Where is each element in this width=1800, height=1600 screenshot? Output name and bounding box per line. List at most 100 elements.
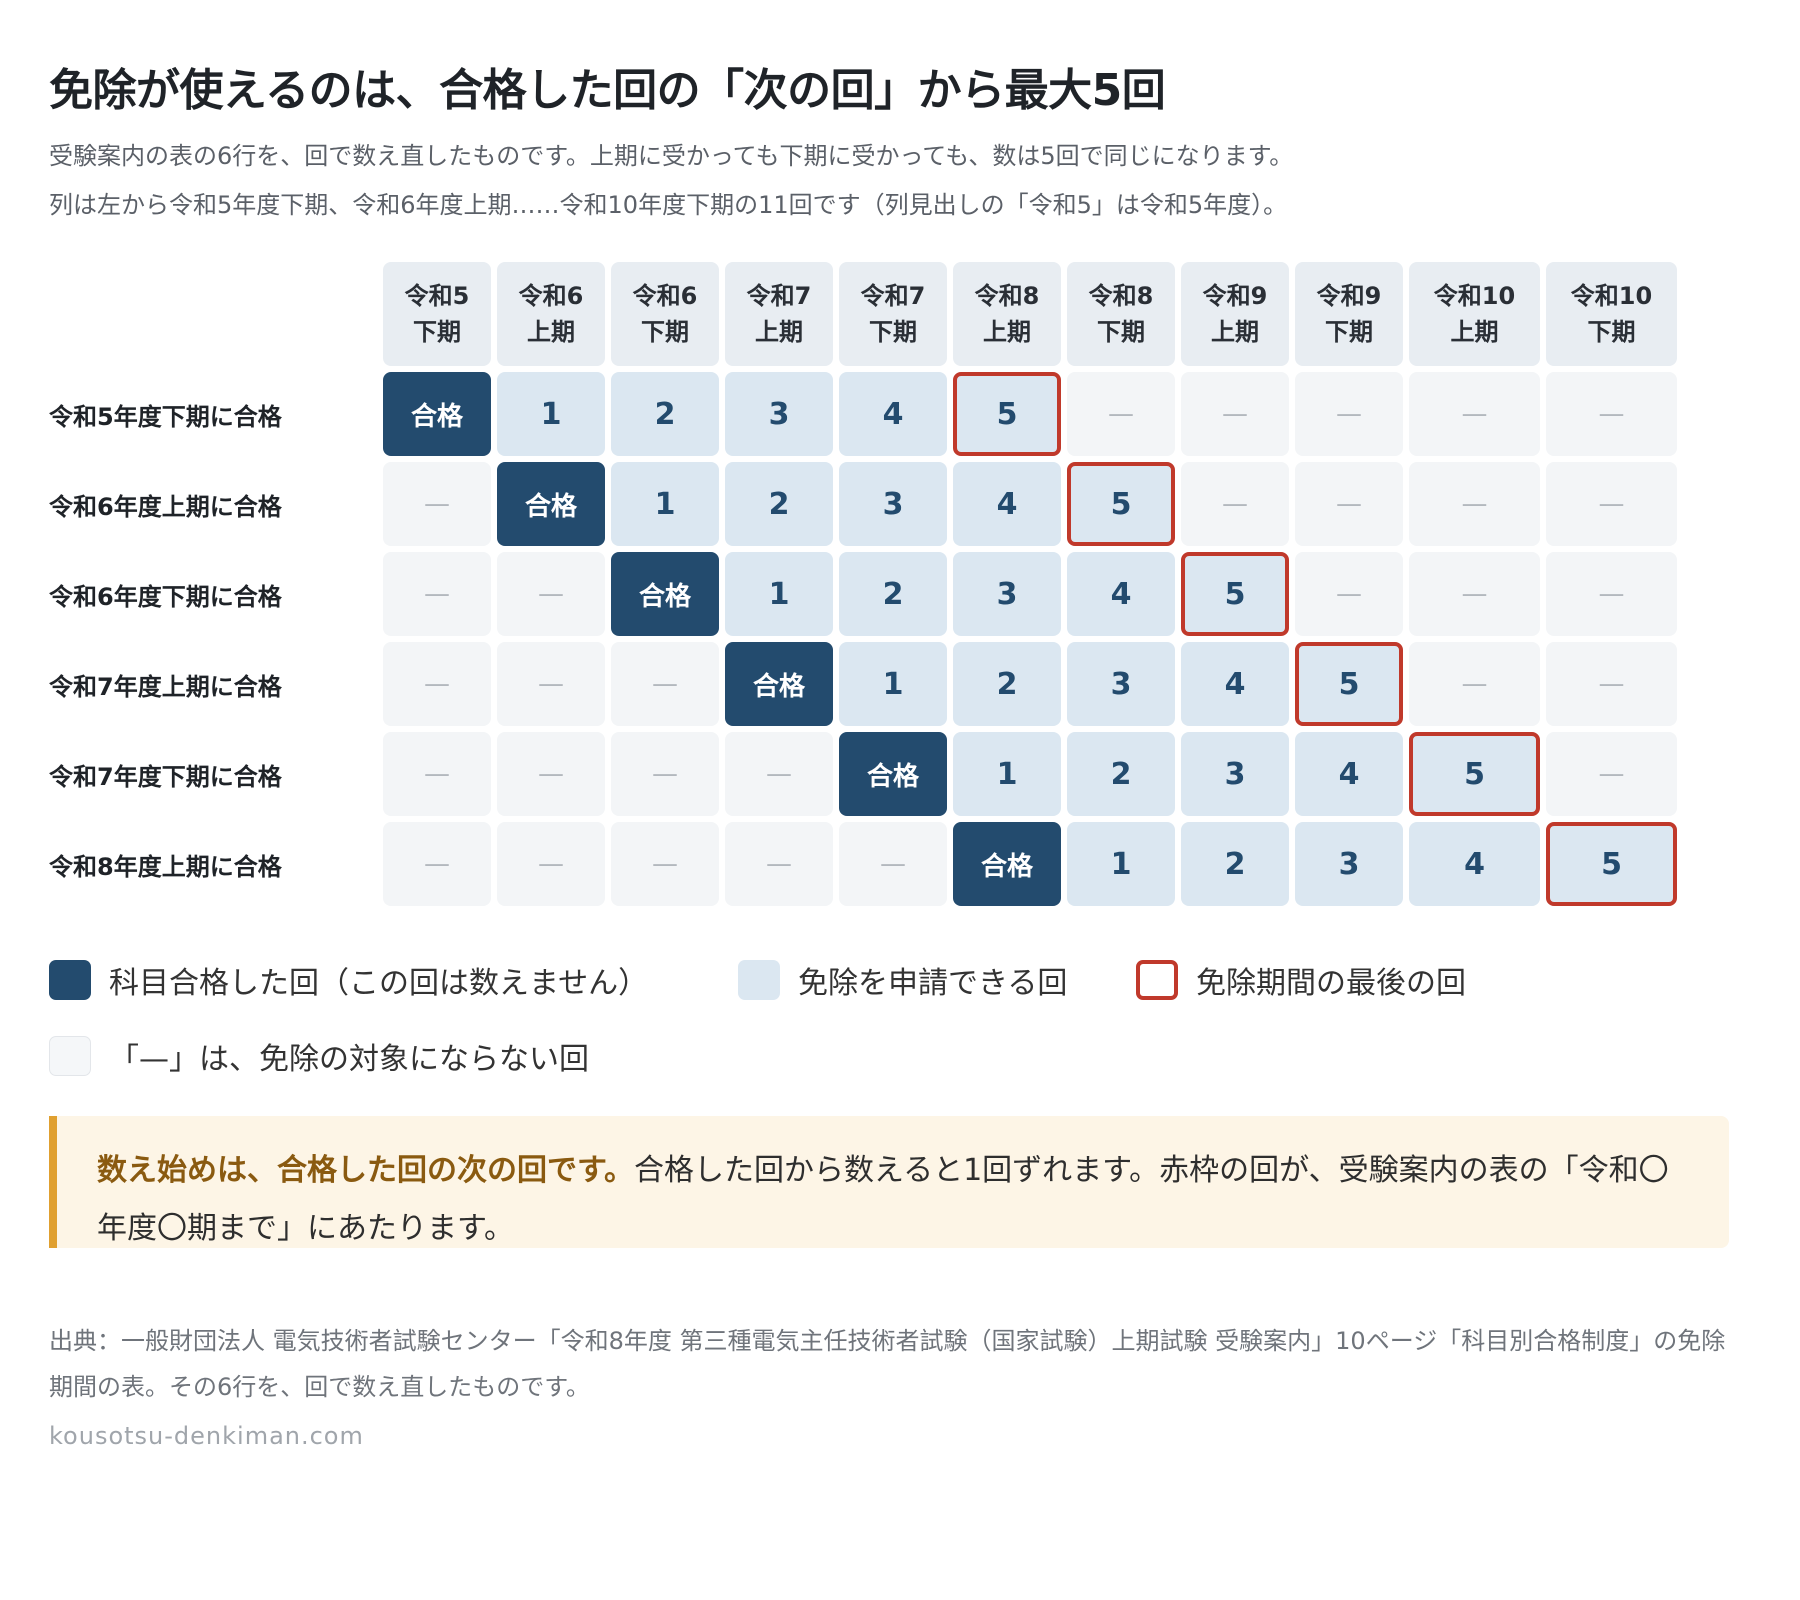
note-text: 合格した回から数えると1回ずれます。赤枠の回が、受験案内の表の「令和〇年度〇期ま… bbox=[97, 1153, 1669, 1246]
exempt-round-cell: 3 bbox=[1067, 642, 1175, 726]
not-applicable-cell: — bbox=[725, 732, 833, 816]
not-applicable-cell: — bbox=[611, 732, 719, 816]
note-bold: 数え始めは、合格した回の次の回です。 bbox=[97, 1153, 634, 1188]
table-row: 令和6年度下期に合格 — — 合格 1 2 3 4 5— — — bbox=[49, 552, 1677, 636]
column-period: 下期 bbox=[413, 318, 461, 346]
legend-label: 免除を申請できる回 bbox=[798, 966, 1068, 1001]
column-header: 令和6 下期 bbox=[611, 262, 719, 366]
page-title: 免除が使えるのは、合格した回の「次の回」から最大5回 bbox=[49, 65, 1166, 116]
column-period: 上期 bbox=[1211, 318, 1259, 346]
exempt-round-cell: 1 bbox=[1067, 822, 1175, 906]
not-applicable-cell: — bbox=[383, 462, 491, 546]
legend-label: 科目合格した回（この回は数えません） bbox=[109, 966, 649, 1001]
column-header: 令和9 下期 bbox=[1295, 262, 1403, 366]
not-applicable-cell: — bbox=[497, 732, 605, 816]
not-applicable-cell: — bbox=[1295, 372, 1403, 456]
site-url: kousotsu-denkiman.com bbox=[49, 1422, 364, 1450]
last-round-cell: 5 bbox=[1181, 552, 1289, 636]
row-label: 令和6年度下期に合格 bbox=[49, 582, 282, 611]
exempt-round-cell: 3 bbox=[839, 462, 947, 546]
column-period: 上期 bbox=[755, 318, 803, 346]
avail-swatch bbox=[738, 960, 780, 1000]
table-row: 令和5年度下期に合格 合格 1 2 3 4 5— — — — — bbox=[49, 372, 1677, 456]
exempt-round-cell: 1 bbox=[497, 372, 605, 456]
legend-item-na: 「—」は、免除の対象にならない回 bbox=[49, 1034, 589, 1078]
exempt-round-cell: 2 bbox=[1067, 732, 1175, 816]
last-round-cell: 5 bbox=[1409, 732, 1540, 816]
not-applicable-cell: — bbox=[497, 552, 605, 636]
exempt-round-cell: 2 bbox=[725, 462, 833, 546]
column-year: 令和8 bbox=[1088, 282, 1154, 310]
exempt-round-cell: 2 bbox=[611, 372, 719, 456]
column-year: 令和10 bbox=[1433, 282, 1516, 310]
na-swatch bbox=[49, 1036, 91, 1076]
passed-round-cell: 合格 bbox=[383, 372, 491, 456]
column-period: 上期 bbox=[1450, 318, 1499, 346]
exempt-round-cell: 1 bbox=[611, 462, 719, 546]
not-applicable-cell: — bbox=[611, 822, 719, 906]
table-row: 令和8年度上期に合格 — — — — — 合格 1 2 3 4 5 bbox=[49, 822, 1677, 906]
exempt-round-cell: 4 bbox=[1067, 552, 1175, 636]
not-applicable-cell: — bbox=[1546, 552, 1677, 636]
not-applicable-cell: — bbox=[383, 642, 491, 726]
column-year: 令和9 bbox=[1202, 282, 1268, 310]
exempt-round-cell: 4 bbox=[953, 462, 1061, 546]
not-applicable-cell: — bbox=[1546, 642, 1677, 726]
not-applicable-cell: — bbox=[1409, 642, 1540, 726]
exemption-table: 令和5 下期 令和6 上期 令和6 下期 令和7 上期 令和7 下期 令和8 上期 令和8 下期 令和9 上期… bbox=[43, 256, 1683, 912]
not-applicable-cell: — bbox=[1546, 732, 1677, 816]
column-header: 令和7 下期 bbox=[839, 262, 947, 366]
not-applicable-cell: — bbox=[383, 732, 491, 816]
not-applicable-cell: — bbox=[497, 822, 605, 906]
row-label: 令和6年度上期に合格 bbox=[49, 492, 282, 521]
last-round-cell: 5 bbox=[953, 372, 1061, 456]
column-header: 令和6 上期 bbox=[497, 262, 605, 366]
exempt-round-cell: 3 bbox=[1295, 822, 1403, 906]
row-label: 令和7年度上期に合格 bbox=[49, 672, 282, 701]
legend-item-pass: 科目合格した回（この回は数えません） bbox=[49, 958, 648, 1002]
not-applicable-cell: — bbox=[1409, 462, 1540, 546]
exempt-round-cell: 1 bbox=[953, 732, 1061, 816]
not-applicable-cell: — bbox=[1546, 462, 1677, 546]
not-applicable-cell: — bbox=[1409, 552, 1540, 636]
column-year: 令和8 bbox=[974, 282, 1040, 310]
exempt-round-cell: 3 bbox=[725, 372, 833, 456]
not-applicable-cell: — bbox=[1409, 372, 1540, 456]
not-applicable-cell: — bbox=[611, 642, 719, 726]
exempt-round-cell: 2 bbox=[839, 552, 947, 636]
table-row: 令和7年度下期に合格 — — — — 合格 1 2 3 4 5— bbox=[49, 732, 1677, 816]
column-year: 令和6 bbox=[632, 282, 698, 310]
not-applicable-cell: — bbox=[725, 822, 833, 906]
column-year: 令和6 bbox=[518, 282, 584, 310]
column-period: 下期 bbox=[869, 318, 917, 346]
column-period: 下期 bbox=[641, 318, 689, 346]
source-citation: 出典：一般財団法人 電気技術者試験センター「令和8年度 第三種電気主任技術者試験… bbox=[49, 1327, 1726, 1401]
passed-round-cell: 合格 bbox=[611, 552, 719, 636]
column-header-row: 令和5 下期 令和6 上期 令和6 下期 令和7 上期 令和7 下期 令和8 上期 令和8 下期 令和9 上期… bbox=[49, 262, 1677, 366]
not-applicable-cell: — bbox=[839, 822, 947, 906]
exempt-round-cell: 2 bbox=[1181, 822, 1289, 906]
last-swatch bbox=[1136, 960, 1178, 1000]
column-period: 上期 bbox=[527, 318, 575, 346]
column-header: 令和5 下期 bbox=[383, 262, 491, 366]
passed-round-cell: 合格 bbox=[497, 462, 605, 546]
table-row: 令和6年度上期に合格 — 合格 1 2 3 4 5— — — — bbox=[49, 462, 1677, 546]
passed-round-cell: 合格 bbox=[839, 732, 947, 816]
legend-label: 免除期間の最後の回 bbox=[1196, 966, 1466, 1001]
column-header: 令和8 下期 bbox=[1067, 262, 1175, 366]
column-year: 令和7 bbox=[746, 282, 812, 310]
subtitle-line-1: 受験案内の表の6行を、回で数え直したものです。上期に受かっても下期に受かっても、… bbox=[49, 142, 1294, 170]
column-header: 令和8 上期 bbox=[953, 262, 1061, 366]
not-applicable-cell: — bbox=[1295, 552, 1403, 636]
exempt-round-cell: 4 bbox=[1409, 822, 1540, 906]
row-label: 令和8年度上期に合格 bbox=[49, 852, 282, 881]
not-applicable-cell: — bbox=[1181, 462, 1289, 546]
exempt-round-cell: 3 bbox=[1181, 732, 1289, 816]
exempt-round-cell: 3 bbox=[953, 552, 1061, 636]
not-applicable-cell: — bbox=[383, 552, 491, 636]
column-period: 下期 bbox=[1325, 318, 1373, 346]
passed-round-cell: 合格 bbox=[725, 642, 833, 726]
column-year: 令和9 bbox=[1316, 282, 1382, 310]
column-period: 上期 bbox=[983, 318, 1031, 346]
legend-label: 「—」は、免除の対象にならない回 bbox=[109, 1042, 589, 1077]
